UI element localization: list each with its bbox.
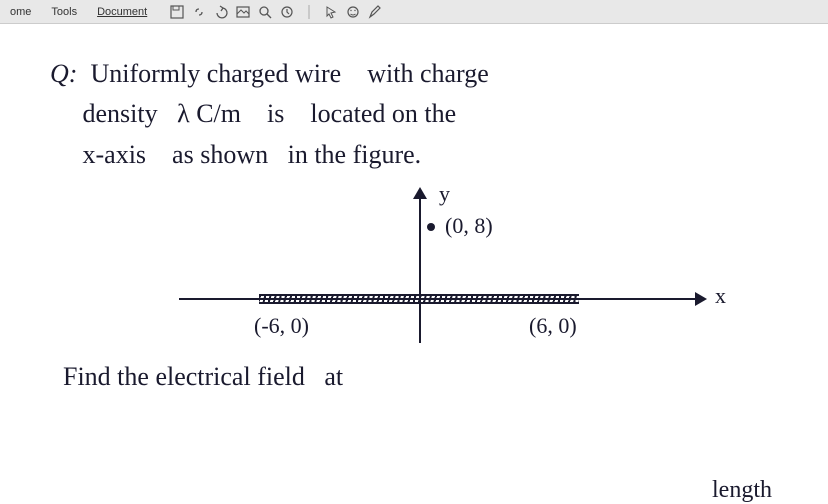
line2-d: located on the	[310, 99, 456, 128]
question-bottom: Find the electrical field at	[50, 357, 788, 397]
search-icon[interactable]	[257, 4, 273, 20]
menu-tools[interactable]: Tools	[45, 4, 83, 20]
question-text: Q: Uniformly charged wire with charge de…	[50, 54, 788, 175]
picture-icon[interactable]	[235, 4, 251, 20]
page-content: Q: Uniformly charged wire with charge de…	[0, 24, 828, 502]
y-axis-line	[419, 193, 421, 343]
smile-icon[interactable]	[345, 4, 361, 20]
toolbar-icon-group	[169, 4, 383, 20]
field-point-dot	[427, 223, 435, 231]
line2-c: is	[267, 99, 284, 128]
wire-right-endpoint-label: (6, 0)	[529, 313, 577, 339]
clock-icon[interactable]	[279, 4, 295, 20]
line1-b: with charge	[367, 59, 489, 88]
bottom-b: at	[324, 362, 343, 391]
undo-icon[interactable]	[213, 4, 229, 20]
pointer-icon[interactable]	[323, 4, 339, 20]
pen-icon[interactable]	[367, 4, 383, 20]
line1-a: Uniformly charged wire	[90, 59, 341, 88]
cutoff-text: length	[712, 477, 772, 504]
coordinate-diagram: y x (0, 8) (-6, 0) (6, 0)	[119, 183, 719, 353]
line2-b: λ C/m	[177, 99, 241, 128]
app-toolbar: ome Tools Document	[0, 0, 828, 24]
line3-a: x-axis	[83, 140, 147, 169]
x-axis-label: x	[715, 283, 726, 309]
bottom-a: Find the electrical field	[63, 362, 305, 391]
line3-c: in the figure.	[288, 140, 422, 169]
line2-a: density	[83, 99, 158, 128]
question-prefix: Q:	[50, 59, 77, 88]
line3-b: as shown	[172, 140, 268, 169]
charged-wire-segment	[259, 294, 579, 304]
x-axis-arrow-icon	[695, 292, 707, 306]
y-axis-arrow-icon	[413, 187, 427, 199]
divider-icon	[301, 4, 317, 20]
save-icon[interactable]	[169, 4, 185, 20]
wire-left-endpoint-label: (-6, 0)	[254, 313, 309, 339]
link-icon[interactable]	[191, 4, 207, 20]
menu-home[interactable]: ome	[4, 4, 37, 20]
menu-document[interactable]: Document	[91, 4, 153, 20]
y-axis-label: y	[439, 181, 450, 207]
field-point-label: (0, 8)	[445, 213, 493, 239]
